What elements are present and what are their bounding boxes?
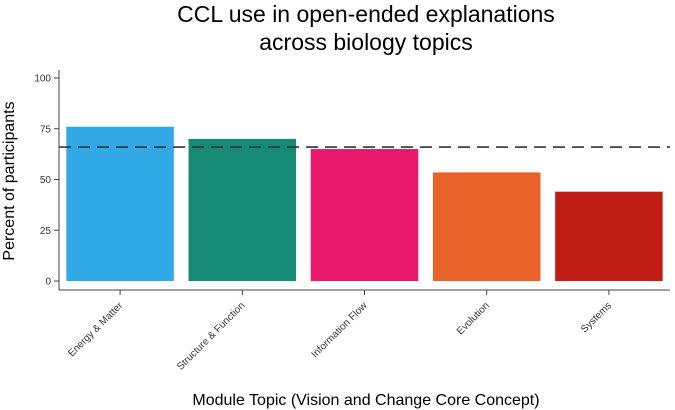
x-tick-label: Systems (579, 300, 614, 335)
y-tick-label: 50 (40, 175, 52, 186)
bar-structure-function (188, 138, 297, 281)
x-tick-label: Structure & Function (175, 300, 247, 372)
x-ticks: Energy & Matter Structure & Function Infor… (66, 290, 614, 373)
y-tick-label: 100 (34, 74, 51, 85)
y-ticks: 0 25 50 75 100 (34, 74, 59, 288)
y-tick-label: 0 (45, 277, 51, 288)
x-tick-label: Energy & Matter (66, 300, 125, 359)
x-tick-label: Evolution (455, 300, 492, 337)
x-axis-label: Module Topic (Vision and Change Core Con… (192, 392, 539, 409)
y-axis-label: Percent of participants (1, 101, 18, 260)
x-tick-label: Information Flow (310, 300, 371, 361)
bar-information-flow (310, 149, 419, 281)
bar-energy-matter (66, 126, 174, 281)
bar-evolution (432, 172, 541, 281)
bar-systems (555, 191, 663, 281)
chart-title-line-2: across biology topics (259, 29, 473, 55)
y-tick-label: 25 (40, 226, 52, 237)
y-tick-label: 75 (40, 124, 52, 135)
bar-group (66, 126, 663, 281)
chart-title-line-1: CCL use in open-ended explanations (177, 1, 555, 27)
